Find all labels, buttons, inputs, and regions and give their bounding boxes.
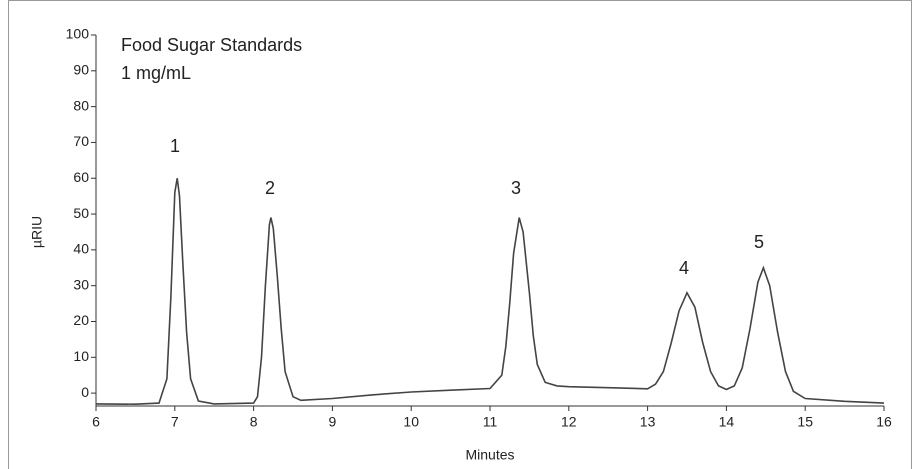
y-tick-label: 60 — [73, 169, 89, 185]
x-tick-label: 16 — [876, 414, 892, 430]
y-tick-label: 40 — [73, 241, 89, 257]
chart-title: Food Sugar Standards — [121, 35, 302, 55]
y-axis-label: µRIU — [29, 216, 45, 248]
x-tick-label: 7 — [171, 414, 179, 430]
chromatogram-line — [95, 178, 885, 406]
x-tick-label: 10 — [403, 414, 419, 430]
y-tick-label: 0 — [81, 384, 89, 400]
y-tick-label: 50 — [73, 205, 89, 221]
x-tick-label: 9 — [329, 414, 337, 430]
x-tick-label: 6 — [92, 414, 100, 430]
peak-label: 2 — [265, 178, 275, 198]
x-tick-label: 11 — [483, 414, 498, 430]
x-axis-label: Minutes — [465, 447, 514, 463]
peak-label: 3 — [511, 178, 521, 198]
y-tick-label: 20 — [73, 312, 89, 328]
peak-label: 5 — [754, 232, 764, 252]
x-tick-label: 13 — [640, 414, 656, 430]
peak-label: 4 — [679, 258, 689, 278]
y-tick-label: 100 — [66, 26, 90, 42]
frame — [8, 0, 912, 469]
x-tick-label: 14 — [719, 414, 735, 430]
x-tick-label: 8 — [250, 414, 258, 430]
y-tick-label: 90 — [73, 62, 89, 78]
y-tick-label: 10 — [73, 348, 89, 364]
peak-label: 1 — [170, 136, 180, 156]
y-tick-label: 70 — [73, 133, 89, 149]
chart-subtitle: 1 mg/mL — [121, 63, 191, 83]
x-tick-label: 12 — [561, 414, 577, 430]
x-tick-label: 15 — [797, 414, 813, 430]
y-tick-label: 80 — [73, 97, 89, 113]
y-tick-label: 30 — [73, 276, 89, 292]
